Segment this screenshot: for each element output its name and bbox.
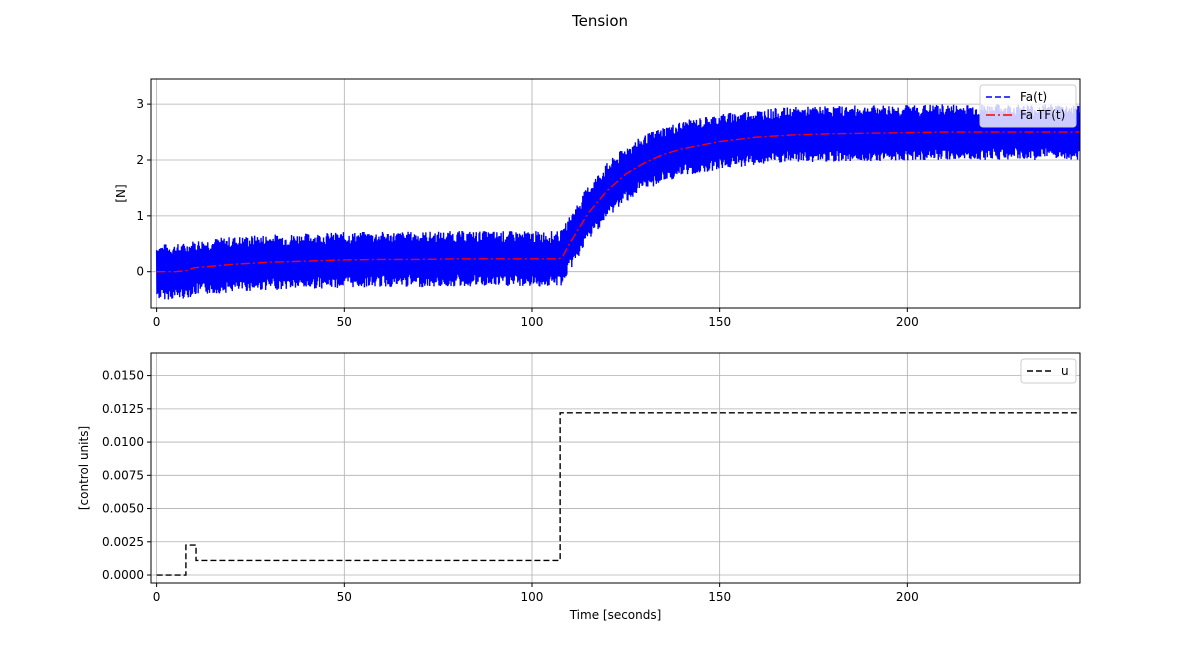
y-tick-label: 1 — [136, 209, 144, 223]
x-tick-label: 50 — [337, 315, 352, 329]
x-tick-label: 50 — [337, 590, 352, 604]
y-tick-label: 0.0075 — [102, 468, 144, 482]
plot-area — [155, 104, 1080, 300]
y-tick-label: 0 — [136, 265, 144, 279]
series-line-0 — [155, 104, 1080, 300]
y-tick-label: 2 — [136, 153, 144, 167]
y-axis-label: [N] — [114, 184, 128, 202]
x-tick-label: 150 — [708, 590, 731, 604]
control-plot: 0 50 100 150 200 0.0000 0.0025 0.0050 0.0075 0.01… — [77, 352, 1081, 622]
y-tick-label: 0.0100 — [102, 435, 144, 449]
y-tick-label: 0.0050 — [102, 502, 144, 516]
x-tick-label: 200 — [896, 315, 919, 329]
x-tick-label: 0 — [153, 315, 161, 329]
legend-box — [979, 84, 1077, 128]
axes-frame — [150, 352, 1081, 584]
axes-frame — [150, 78, 1081, 309]
legend-label: Fa TF(t) — [1020, 108, 1065, 122]
figure-title: Tension — [571, 12, 628, 30]
legend-label: Fa(t) — [1020, 90, 1047, 104]
plot-area — [156, 412, 1080, 576]
x-tick-label: 150 — [708, 315, 731, 329]
legend-label: u — [1061, 364, 1069, 378]
y-tick-label: 0.0025 — [102, 535, 144, 549]
legend: Fa(t) Fa TF(t) — [979, 84, 1077, 128]
tension-plot: 0 50 100 150 200 0 1 2 3 [N] Fa(t) Fa TF(t) — [114, 78, 1081, 329]
y-axis-label: [control units] — [77, 426, 91, 510]
x-axis-label: Time [seconds] — [569, 608, 662, 622]
legend: u — [1020, 358, 1077, 384]
x-tick-label: 200 — [896, 590, 919, 604]
y-tick-label: 0.0150 — [102, 369, 144, 383]
x-tick-label: 0 — [153, 590, 161, 604]
series-line-0 — [156, 412, 1080, 576]
y-tick-label: 3 — [136, 97, 144, 111]
series-line-1 — [156, 131, 1080, 273]
y-tick-label: 0.0000 — [102, 568, 144, 582]
x-tick-label: 100 — [521, 590, 544, 604]
x-tick-label: 100 — [521, 315, 544, 329]
y-tick-label: 0.0125 — [102, 402, 144, 416]
